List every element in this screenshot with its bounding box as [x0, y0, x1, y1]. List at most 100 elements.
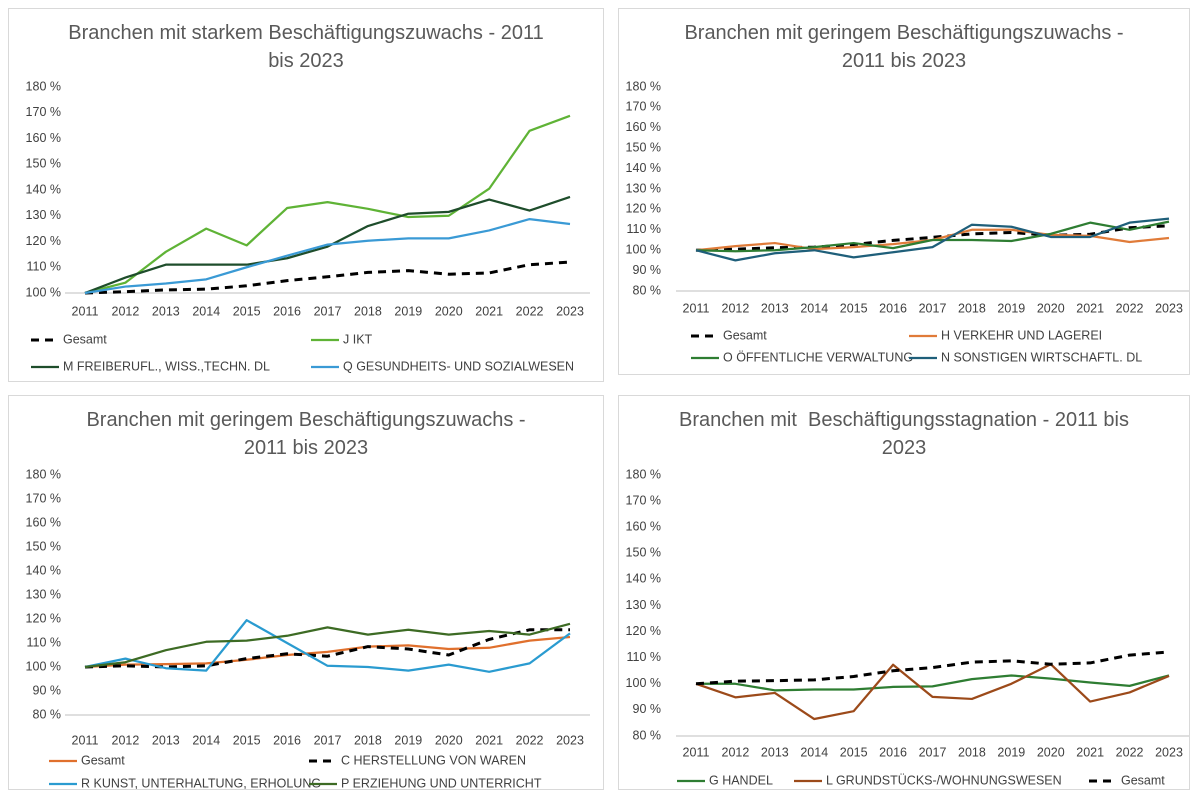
x-tick-label: 2016 — [879, 301, 907, 315]
legend-label: M FREIBERUFL., WISS.,TECHN. DL — [63, 359, 270, 373]
x-tick-label: 2022 — [1116, 301, 1144, 315]
y-tick-label: 100 % — [26, 285, 61, 299]
x-tick-label: 2019 — [997, 301, 1025, 315]
y-tick-label: 130 % — [26, 208, 61, 222]
legend-label: O ÖFFENTLICHE VERWALTUNG — [723, 350, 913, 364]
x-tick-label: 2015 — [233, 304, 261, 318]
y-tick-label: 120 % — [626, 624, 661, 638]
y-tick-label: 90 % — [33, 683, 62, 697]
legend-label: C HERSTELLUNG VON WAREN — [341, 753, 526, 767]
y-tick-label: 140 % — [626, 161, 661, 175]
y-tick-label: 160 % — [26, 131, 61, 145]
x-tick-label: 2020 — [1037, 301, 1065, 315]
data-line — [695, 217, 1170, 262]
chart: 80 % 90 % 100 % 110 % 120 % 130 % 140 % 150 % 16… — [26, 467, 590, 789]
chart-panel: Branchen mit Beschäftigungsstagnation - … — [618, 395, 1190, 790]
data-line — [695, 220, 1170, 253]
legend-label: N SONSTIGEN WIRTSCHAFTL. DL — [941, 350, 1142, 364]
chart: 100 % 110 % 120 % 130 % 140 % 150 % 160 % 170 %… — [26, 79, 590, 373]
data-line — [84, 622, 571, 669]
x-tick-label: 2014 — [800, 301, 828, 315]
y-tick-label: 130 % — [626, 598, 661, 612]
data-line — [696, 674, 1170, 692]
data-line — [695, 224, 1170, 252]
x-tick-label: 2018 — [354, 304, 382, 318]
legend-label: H VERKEHR UND LAGEREI — [941, 328, 1102, 342]
y-tick-label: 150 % — [626, 140, 661, 154]
x-tick-label: 2021 — [1076, 745, 1104, 759]
y-tick-label: 80 % — [633, 283, 662, 297]
data-line — [695, 650, 1170, 686]
data-line — [84, 217, 571, 295]
x-tick-label: 2017 — [919, 745, 947, 759]
data-line — [695, 663, 1170, 721]
x-tick-label: 2017 — [314, 304, 342, 318]
chart-title: Branchen mit geringem Beschäftigungszuwa… — [684, 22, 1130, 72]
x-tick-label: 2014 — [192, 304, 220, 318]
legend-label: Gesamt — [81, 753, 125, 767]
x-tick-label: 2022 — [516, 304, 544, 318]
x-tick-label: 2018 — [958, 745, 986, 759]
x-tick-label: 2020 — [1037, 745, 1065, 759]
y-tick-label: 160 % — [626, 519, 661, 533]
x-tick-label: 2012 — [112, 304, 140, 318]
x-tick-label: 2020 — [435, 733, 463, 747]
chart-panel: Branchen mit geringem Beschäftigungszuwa… — [618, 8, 1190, 375]
x-tick-label: 2017 — [314, 733, 342, 747]
chart-panel: Branchen mit starkem Beschäftigungszuwac… — [8, 8, 604, 382]
x-tick-label: 2023 — [1155, 745, 1183, 759]
data-line — [84, 195, 571, 295]
y-tick-label: 110 % — [26, 260, 61, 274]
legend-label: P ERZIEHUNG UND UNTERRICHT — [341, 776, 542, 789]
y-tick-label: 90 % — [633, 702, 662, 716]
y-tick-label: 140 % — [626, 572, 661, 586]
y-tick-label: 80 % — [633, 728, 662, 742]
y-tick-label: 100 % — [26, 659, 61, 673]
x-tick-label: 2014 — [800, 745, 828, 759]
x-tick-label: 2022 — [1116, 745, 1144, 759]
x-tick-label: 2019 — [394, 304, 422, 318]
legend-label: Q GESUNDHEITS- UND SOZIALWESEN — [343, 359, 574, 373]
legend-label: L GRUNDSTÜCKS-/WOHNUNGSWESEN — [826, 773, 1062, 787]
x-tick-label: 2011 — [72, 304, 99, 318]
y-tick-label: 80 % — [33, 707, 62, 721]
x-tick-label: 2014 — [192, 733, 220, 747]
x-tick-label: 2015 — [233, 733, 261, 747]
y-tick-label: 90 % — [633, 263, 662, 277]
y-tick-label: 170 % — [26, 491, 61, 505]
chart: 80 % 90 % 100 % 110 % 120 % 130 % 140 % 150 % 16… — [626, 79, 1189, 364]
y-tick-label: 120 % — [26, 234, 61, 248]
y-tick-label: 130 % — [26, 587, 61, 601]
y-tick-label: 110 % — [626, 222, 661, 236]
y-tick-label: 100 % — [626, 242, 661, 256]
x-tick-label: 2012 — [722, 301, 750, 315]
x-tick-label: 2019 — [997, 745, 1025, 759]
x-tick-label: 2021 — [1076, 301, 1104, 315]
y-tick-label: 120 % — [626, 202, 661, 216]
chart-title: Branchen mit geringem Beschäftigungszuwa… — [86, 409, 532, 459]
data-line — [84, 628, 570, 669]
x-tick-label: 2022 — [516, 733, 544, 747]
legend-label: R KUNST, UNTERHALTUNG, ERHOLUNG — [81, 776, 321, 789]
chart-panel: Branchen mit geringem Beschäftigungszuwa… — [8, 395, 604, 790]
chart-title: Branchen mit Beschäftigungsstagnation - … — [679, 409, 1135, 459]
x-tick-label: 2013 — [761, 301, 789, 315]
y-tick-label: 180 % — [26, 79, 61, 93]
x-tick-label: 2013 — [761, 745, 789, 759]
y-tick-label: 170 % — [26, 105, 61, 119]
legend-label: Gesamt — [1121, 773, 1165, 787]
data-line — [84, 635, 571, 669]
legend-label: Gesamt — [63, 332, 107, 346]
data-line — [84, 260, 571, 295]
y-tick-label: 150 % — [26, 157, 61, 171]
y-tick-label: 100 % — [626, 676, 661, 690]
y-tick-label: 150 % — [626, 546, 661, 560]
x-tick-label: 2011 — [683, 745, 710, 759]
x-tick-label: 2023 — [1155, 301, 1183, 315]
x-tick-label: 2016 — [879, 745, 907, 759]
y-tick-label: 180 % — [626, 467, 661, 481]
y-tick-label: 170 % — [626, 100, 661, 114]
x-tick-label: 2011 — [72, 733, 99, 747]
chart-title: Branchen mit starkem Beschäftigungszuwac… — [68, 22, 550, 72]
